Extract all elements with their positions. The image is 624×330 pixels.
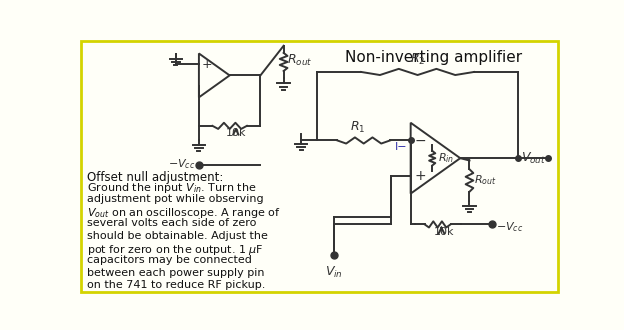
Text: I−: I− xyxy=(395,142,407,152)
Text: +: + xyxy=(202,58,212,71)
Text: pot for zero on the output. 1 $\mu$F: pot for zero on the output. 1 $\mu$F xyxy=(87,243,264,257)
Text: 10k: 10k xyxy=(434,227,454,237)
Text: $V_{in}$: $V_{in}$ xyxy=(324,264,343,280)
Text: $V_{out}$ on an oscilloscope. A range of: $V_{out}$ on an oscilloscope. A range of xyxy=(87,206,281,220)
Text: Offset null adjustment:: Offset null adjustment: xyxy=(87,171,223,183)
Text: capacitors may be connected: capacitors may be connected xyxy=(87,255,252,265)
Text: $R_2$: $R_2$ xyxy=(410,52,425,67)
Text: $R_{in}$: $R_{in}$ xyxy=(439,151,455,165)
Text: on the 741 to reduce RF pickup.: on the 741 to reduce RF pickup. xyxy=(87,280,266,290)
Text: $R_{out}$: $R_{out}$ xyxy=(474,174,497,187)
Text: $V_{out}$: $V_{out}$ xyxy=(521,151,546,166)
Text: adjustment pot while observing: adjustment pot while observing xyxy=(87,194,264,204)
Text: 10k: 10k xyxy=(226,128,246,138)
Text: −: − xyxy=(414,133,426,148)
Text: $R_1$: $R_1$ xyxy=(349,120,365,135)
Text: Non-inverting amplifier: Non-inverting amplifier xyxy=(345,50,522,65)
Text: Ground the input $V_{in}$. Turn the: Ground the input $V_{in}$. Turn the xyxy=(87,181,256,195)
Text: $-V_{cc}$: $-V_{cc}$ xyxy=(496,220,524,234)
Text: should be obtainable. Adjust the: should be obtainable. Adjust the xyxy=(87,231,268,241)
Text: +: + xyxy=(414,169,426,183)
Text: between each power supply pin: between each power supply pin xyxy=(87,268,265,278)
Text: several volts each side of zero: several volts each side of zero xyxy=(87,218,256,228)
Text: $-V_{cc}$: $-V_{cc}$ xyxy=(168,157,196,171)
Text: $R_{out}$: $R_{out}$ xyxy=(288,53,313,68)
